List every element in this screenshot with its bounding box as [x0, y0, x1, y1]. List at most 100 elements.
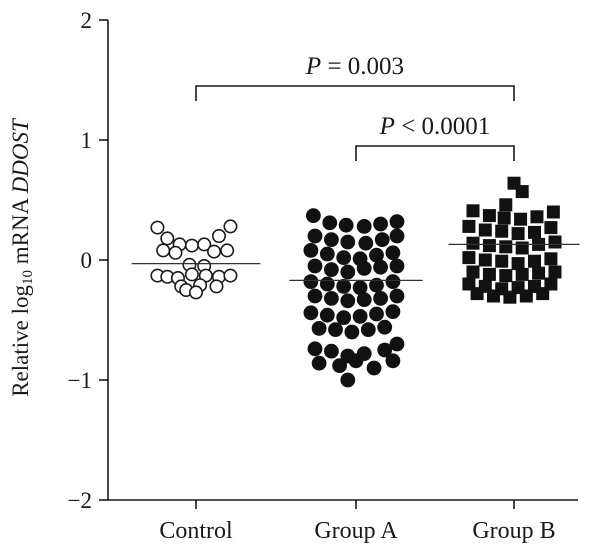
group-b-point [462, 251, 476, 265]
mean-lines [131, 243, 580, 282]
control-point [156, 243, 171, 258]
group-a-point [385, 245, 401, 261]
group-b-point [478, 223, 492, 237]
x-category-label: Control [159, 518, 233, 544]
group-a-point [385, 353, 401, 369]
y-axis-label: Relative log10 mRNA DDOST [8, 117, 36, 397]
group-a-point [389, 336, 405, 352]
group-a-point [311, 321, 327, 336]
group-b-point [544, 221, 558, 235]
group-b-point [548, 265, 562, 279]
group-b-point [515, 267, 529, 281]
control-point [184, 267, 199, 282]
group-b-point [515, 241, 529, 255]
y-axis-label-gene: DDOST [8, 117, 33, 194]
control-point [211, 229, 226, 244]
group-a-point [344, 324, 360, 340]
group-a-point [369, 247, 384, 263]
group-a-point [389, 258, 405, 274]
group-a-point [307, 258, 323, 274]
control-point [209, 279, 224, 294]
group-a-point [356, 292, 372, 307]
group-b-point [499, 198, 513, 212]
y-axis-label-subscript: 10 [20, 270, 36, 285]
group-b-point [497, 211, 511, 225]
control-point [189, 285, 204, 300]
group-a-point [336, 279, 352, 294]
y-tick-label: 1 [81, 128, 93, 153]
group-a-point [348, 353, 364, 369]
y-tick-label: 2 [81, 8, 93, 33]
group-b-point [503, 290, 517, 304]
p-value-text: = 0.003 [321, 53, 404, 80]
group-b-point [536, 287, 550, 301]
group-a-point [307, 228, 323, 244]
y-axis-label-prefix: Relative log [8, 285, 33, 397]
group-a-point [328, 322, 343, 337]
group-b-point [466, 265, 480, 279]
group-a-point [324, 262, 339, 277]
group-a-point [377, 319, 393, 335]
control-point [150, 220, 165, 235]
group-b-point [532, 266, 546, 280]
group-b-point [495, 254, 509, 268]
group-a-point [356, 261, 372, 276]
group-b-point [462, 219, 476, 233]
group-a-point [303, 274, 319, 289]
group-a-point [373, 216, 388, 232]
control-point [223, 219, 238, 234]
group-b-point [514, 212, 528, 226]
group-a-point [352, 280, 368, 295]
y-tick-label: −2 [68, 488, 92, 513]
group-a-point [324, 343, 339, 359]
group-a-point [307, 288, 323, 304]
group-a-point [340, 234, 356, 250]
group-b-point [499, 240, 513, 254]
group-a-point [319, 246, 335, 262]
group-a-point [319, 307, 335, 323]
p-value-label: P = 0.003 [305, 53, 404, 80]
group-b-point [487, 289, 500, 303]
control-point [168, 245, 183, 260]
group-a-point [389, 228, 405, 244]
control-point [197, 237, 212, 252]
group-a-point [340, 293, 356, 309]
group-b-point [499, 269, 513, 283]
x-category-label: Group A [314, 518, 398, 544]
control-point [207, 244, 222, 259]
significance-bracket [355, 145, 515, 161]
group-a-point [336, 310, 352, 325]
group-a-point [389, 288, 405, 304]
group-b-point [482, 239, 496, 253]
group-a-point [374, 232, 390, 248]
group-b-point [519, 289, 533, 303]
y-tick-label: −1 [68, 368, 92, 393]
group-a-point [340, 372, 356, 388]
group-a-point [336, 250, 352, 265]
group-a-point [338, 217, 354, 233]
control-point [220, 243, 235, 258]
group-a-point [324, 291, 339, 306]
y-tick-label: 0 [81, 248, 93, 273]
p-value-text: < 0.0001 [395, 113, 490, 140]
group-a-point [311, 355, 327, 371]
control-point [160, 231, 175, 246]
group-a-point [385, 304, 401, 319]
group-a-point [303, 305, 319, 321]
p-symbol: P [305, 53, 321, 80]
group-b-point [528, 225, 541, 239]
data-points [150, 176, 562, 388]
group-a-point [324, 232, 339, 248]
group-a-point [319, 276, 335, 292]
group-b-point [470, 287, 484, 301]
group-a-point [366, 360, 382, 376]
group-b-point [511, 257, 525, 271]
group-a-point [307, 341, 323, 357]
x-axis-categories: Control Group A Group B [159, 500, 556, 544]
group-a-point [340, 264, 356, 280]
p-symbol: P [379, 113, 395, 140]
group-b-point [530, 210, 544, 224]
significance-bracket [195, 85, 515, 101]
